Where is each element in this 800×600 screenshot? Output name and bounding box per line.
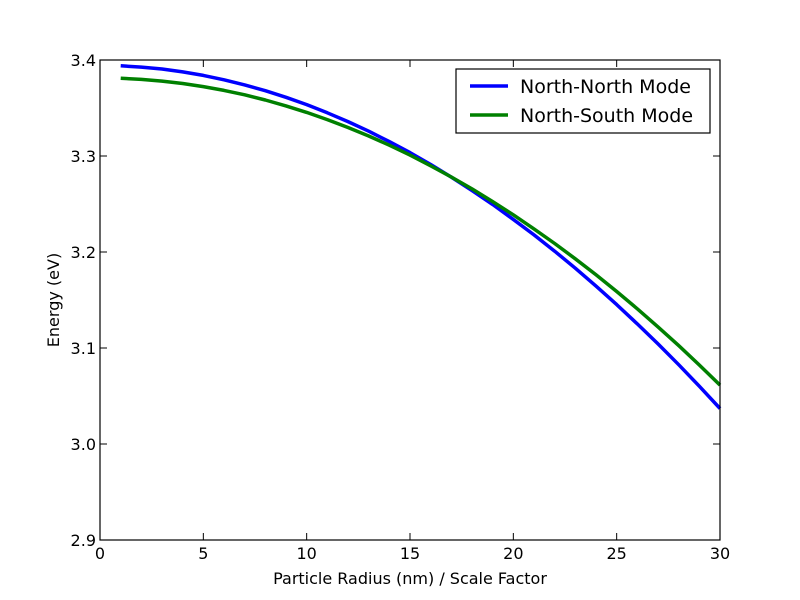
- series-layer: [120, 64, 722, 410]
- y-tick-label: 3.3: [71, 147, 96, 166]
- legend-box: [455, 68, 711, 134]
- plot-area: [100, 60, 720, 540]
- y-axis-ticks: 2.9 3.0 3.1 3.2 3.3 3.4: [71, 51, 720, 550]
- y-tick-label: 2.9: [71, 531, 96, 550]
- x-tick-label: 5: [198, 544, 208, 563]
- x-tick-label: 30: [710, 544, 730, 563]
- y-tick-label: 3.2: [71, 243, 96, 262]
- x-axis-ticks: 0 5 10 15 20 25 30: [95, 60, 730, 563]
- y-tick-label: 3.0: [71, 435, 96, 454]
- legend: North-North Mode North-South Mode: [455, 68, 711, 134]
- x-axis-label: Particle Radius (nm) / Scale Factor: [273, 569, 547, 588]
- x-tick-label: 10: [296, 544, 316, 563]
- series-line-north-south-mode: [120, 76, 722, 387]
- x-tick-label: 20: [503, 544, 523, 563]
- y-axis-label: Energy (eV): [44, 253, 63, 347]
- y-tick-label: 3.4: [71, 51, 96, 70]
- legend-label-north-south-mode: North-South Mode: [520, 105, 693, 127]
- x-tick-label: 15: [400, 544, 420, 563]
- legend-label-north-north-mode: North-North Mode: [520, 76, 691, 98]
- x-tick-label: 0: [95, 544, 105, 563]
- x-tick-label: 25: [606, 544, 626, 563]
- y-tick-label: 3.1: [71, 339, 96, 358]
